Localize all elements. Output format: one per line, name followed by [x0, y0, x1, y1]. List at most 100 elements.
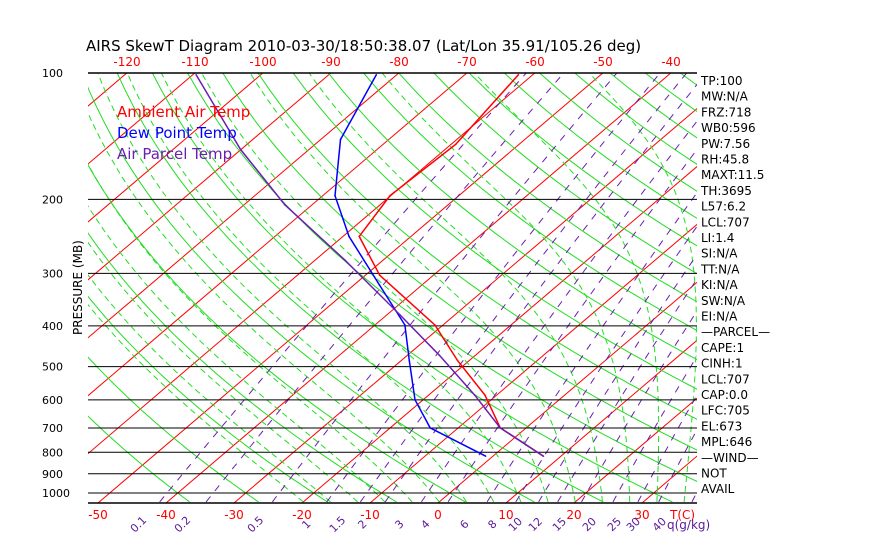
index-label: MAXT:11.5 [701, 168, 764, 182]
bottom-temp-tick-label: -10 [360, 508, 380, 522]
dry-adiabat-line [88, 295, 328, 503]
profile-point [434, 324, 436, 326]
isotherm-line [88, 73, 400, 339]
mixing-ratio-line [637, 394, 697, 503]
dry-adiabat-line [292, 73, 697, 390]
profile-point [438, 354, 441, 357]
moist-adiabat-line [308, 73, 603, 502]
index-label: KI:N/A [701, 278, 738, 292]
mixing-ratio-line [486, 191, 697, 503]
index-label: PW:7.56 [701, 137, 750, 151]
index-label: EI:N/A [701, 310, 738, 324]
profile-point [404, 324, 406, 326]
index-label: WB0:596 [701, 121, 756, 135]
index-label: NOT [701, 467, 727, 481]
dry-adiabat-line [88, 356, 259, 503]
mixing-ratio-label: 20 [580, 515, 599, 534]
bottom-temp-tick-label: 30 [634, 508, 649, 522]
index-label: RH:45.8 [701, 153, 749, 167]
profile-point [358, 235, 361, 238]
profile-point [339, 138, 342, 141]
dry-adiabat-line [433, 73, 697, 275]
profile-line-air-parcel-temp [195, 74, 544, 457]
profile-point [429, 427, 432, 429]
mixing-ratio-line [538, 253, 697, 503]
moist-adiabat-line [160, 73, 522, 503]
temp-unit-label: T(C) [669, 508, 695, 522]
mixing-ratio-label: 3 [392, 517, 406, 531]
index-label: MW:N/A [701, 90, 749, 104]
dry-adiabat-line [88, 86, 535, 503]
profile-point [499, 427, 502, 429]
mixing-ratio-line [205, 73, 565, 503]
profile-line-ambient-air-temp [358, 74, 544, 457]
dry-adiabat-line [88, 232, 397, 503]
mixing-ratio-line [658, 428, 697, 503]
index-label: TH:3695 [700, 184, 752, 198]
moist-adiabat-line [381, 73, 631, 502]
index-label: L57:6.2 [701, 200, 746, 214]
moist-adiabat-line [88, 205, 386, 503]
index-label: CAPE:1 [701, 341, 744, 355]
isotherm-line [88, 73, 332, 281]
moist-adiabat-line [88, 241, 359, 503]
profile-point [517, 74, 520, 76]
index-label: SW:N/A [701, 294, 746, 308]
bottom-temp-tick-label: -40 [156, 508, 176, 522]
index-label: TP:100 [700, 74, 743, 88]
profile-point [239, 148, 242, 151]
dry-adiabat-line [88, 415, 190, 503]
mixing-ratio-label: 12 [526, 515, 545, 534]
background-lines [88, 73, 870, 503]
dry-adiabat-line [187, 73, 697, 482]
index-label: TT:N/A [700, 262, 740, 276]
index-label: EL:673 [701, 419, 742, 433]
dry-adiabat-line [116, 73, 604, 503]
profile-point [348, 235, 350, 238]
moist-adiabat-line [88, 274, 331, 503]
index-label: LCL:707 [701, 372, 750, 386]
pressure-tick-label: 100 [42, 67, 63, 80]
profile-point [408, 359, 411, 362]
profile-point [484, 455, 487, 457]
mixing-ratio-label: 25 [605, 515, 624, 534]
top-temp-tick-label: -70 [457, 55, 477, 69]
legend-parcel: Air Parcel Temp [117, 145, 232, 163]
bottom-temp-tick-label: -50 [88, 508, 108, 522]
pressure-tick-label: 600 [42, 394, 63, 407]
moist-adiabat-line [88, 111, 440, 503]
top-temp-tick-label: -40 [661, 55, 681, 69]
index-label: CAP:0.0 [701, 388, 748, 402]
dry-adiabat-line [257, 73, 697, 420]
bottom-temp-tick-label: -30 [224, 508, 244, 522]
dry-adiabat-line [821, 73, 870, 502]
mixing-ratio-label: 0.1 [128, 514, 150, 536]
pressure-tick-label: 1000 [42, 487, 70, 500]
pressure-tick-label: 500 [42, 361, 63, 374]
profile-point [542, 455, 545, 457]
pressure-tick-label: 700 [42, 422, 63, 435]
bottom-temp-tick-label: 20 [566, 508, 581, 522]
top-temp-tick-label: -110 [181, 55, 208, 69]
dry-adiabat-line [468, 73, 697, 247]
pressure-tick-label: 300 [42, 267, 63, 280]
isotherm-line [641, 455, 697, 503]
mixing-ratio-label: 1.5 [327, 514, 349, 536]
profile-point [389, 194, 391, 197]
index-label: LCL:707 [701, 215, 750, 229]
legend-ambient: Ambient Air Temp [117, 103, 250, 121]
isotherm-line [97, 73, 604, 503]
mixing-ratio-line [271, 73, 618, 503]
legend: Ambient Air Temp Dew Point Temp Air Parc… [117, 103, 250, 163]
dry-adiabat-line [398, 73, 697, 303]
index-label: —PARCEL— [701, 325, 770, 339]
mixing-ratio-line [581, 310, 697, 503]
mixing-ratio-line [420, 120, 697, 503]
isotherm-line [165, 73, 672, 503]
profile-point [378, 284, 381, 286]
index-label: FRZ:718 [701, 105, 751, 119]
mixing-ratio-line [447, 148, 697, 503]
profile-point [334, 194, 336, 197]
